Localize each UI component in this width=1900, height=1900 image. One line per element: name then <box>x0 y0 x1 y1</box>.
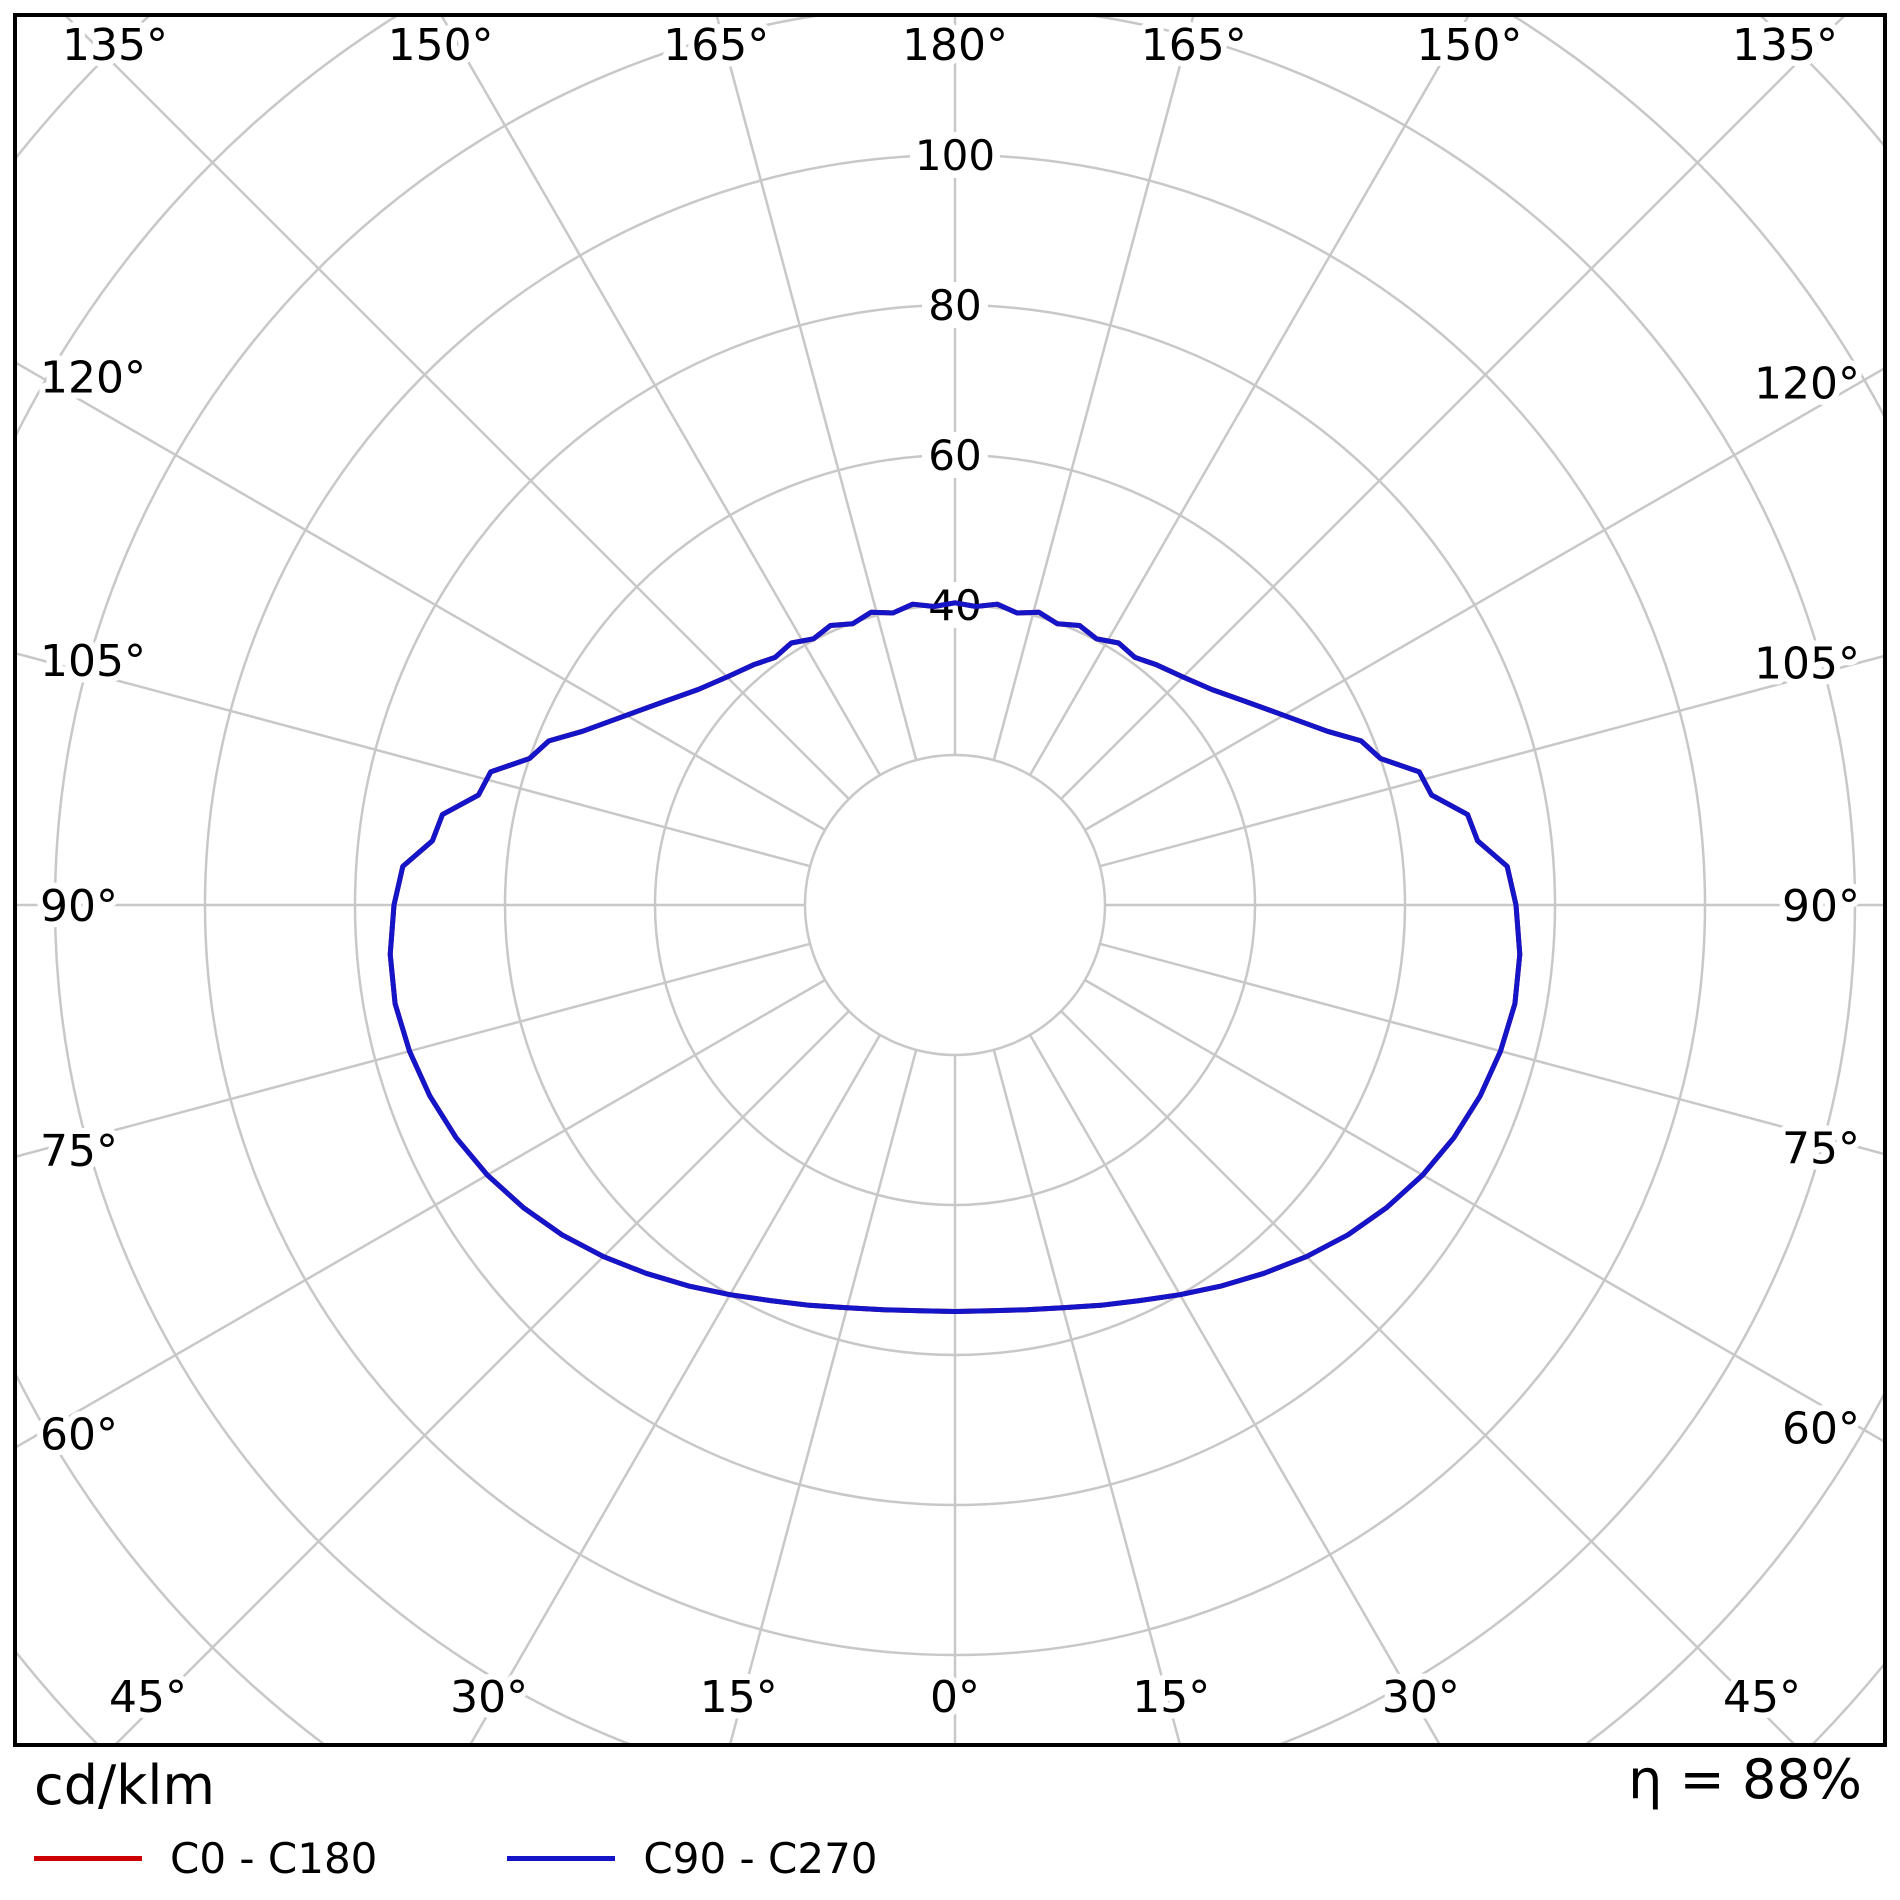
polar-grid-spoke <box>1060 17 1845 800</box>
angle-label-120: 120° <box>40 353 146 404</box>
radial-tick-label: 100 <box>915 131 995 180</box>
angle-label-135: 135° <box>62 20 168 71</box>
polar-grid-spoke <box>1084 367 1883 832</box>
angle-label-0: 0° <box>930 1672 980 1723</box>
polar-grid-spoke <box>992 17 1195 761</box>
angle-label-30: 30° <box>450 1672 528 1723</box>
angle-label-165: 165° <box>1141 20 1247 71</box>
polar-grid-spoke <box>17 978 826 1448</box>
polar-grid-spoke <box>992 1049 1181 1743</box>
chart-background <box>0 0 1900 1760</box>
polar-grid <box>17 17 1883 1743</box>
polar-grid-spoke <box>715 17 918 761</box>
radial-tick-mask <box>922 432 988 478</box>
angle-label-150: 150° <box>1416 20 1522 71</box>
legend-line-blue <box>507 1856 616 1861</box>
angle-label-105: 105° <box>40 636 146 687</box>
angle-label-105: 105° <box>1754 639 1860 690</box>
angle-label-15: 15° <box>1132 1672 1210 1723</box>
radial-tick-label: 80 <box>928 281 981 330</box>
angle-label-120: 120° <box>1754 358 1860 409</box>
angle-label-135: 135° <box>1732 20 1838 71</box>
angle-label-45: 45° <box>1723 1672 1801 1723</box>
legend-label-c0-c180: C0 - C180 <box>170 1834 378 1883</box>
angle-label-15: 15° <box>700 1672 778 1723</box>
polar-grid-spoke <box>729 1049 918 1743</box>
angle-label-90: 90° <box>40 881 118 932</box>
efficiency-label: η = 88% <box>1628 1748 1862 1811</box>
angle-label-180: 180° <box>902 20 1008 71</box>
legend-item-c90-c270: C90 - C270 <box>507 1834 878 1883</box>
angle-label-150: 150° <box>388 20 494 71</box>
angle-label-75: 75° <box>1782 1123 1860 1174</box>
plot-border <box>13 13 1887 1747</box>
legend-label-c90-c270: C90 - C270 <box>643 1834 878 1883</box>
angle-label-30: 30° <box>1382 1672 1460 1723</box>
legend: C0 - C180 C90 - C270 <box>34 1834 878 1883</box>
radial-tick-label: 60 <box>928 431 981 480</box>
polar-grid-spoke <box>469 1034 882 1743</box>
polar-grid-spoke <box>1099 655 1883 868</box>
unit-label: cd/klm <box>34 1754 216 1817</box>
angle-label-60: 60° <box>40 1409 118 1460</box>
legend-line-red <box>34 1856 142 1861</box>
radial-tick-mask <box>922 282 988 328</box>
polar-grid-spoke <box>17 942 811 1158</box>
curve-c90-c270 <box>387 600 1523 1314</box>
polar-grid-spoke <box>440 17 882 776</box>
polar-grid-spoke <box>115 1010 850 1743</box>
polar-grid-spoke <box>1028 17 1470 776</box>
angle-label-75: 75° <box>40 1126 118 1177</box>
angle-label-60: 60° <box>1782 1404 1860 1455</box>
legend-item-c0-c180: C0 - C180 <box>34 1834 377 1883</box>
polar-grid-spoke <box>17 362 826 832</box>
angle-label-165: 165° <box>663 20 769 71</box>
polar-grid-spoke <box>1028 1034 1441 1743</box>
polar-grid-spoke <box>17 652 811 868</box>
angle-label-45: 45° <box>109 1672 187 1723</box>
polar-grid-spoke <box>1099 942 1883 1155</box>
polar-grid-spoke <box>1060 1010 1795 1743</box>
radial-tick-mask <box>910 132 1000 178</box>
angle-label-90: 90° <box>1782 881 1860 932</box>
polar-grid-spoke <box>65 17 850 800</box>
polar-grid-spoke <box>1084 978 1883 1443</box>
